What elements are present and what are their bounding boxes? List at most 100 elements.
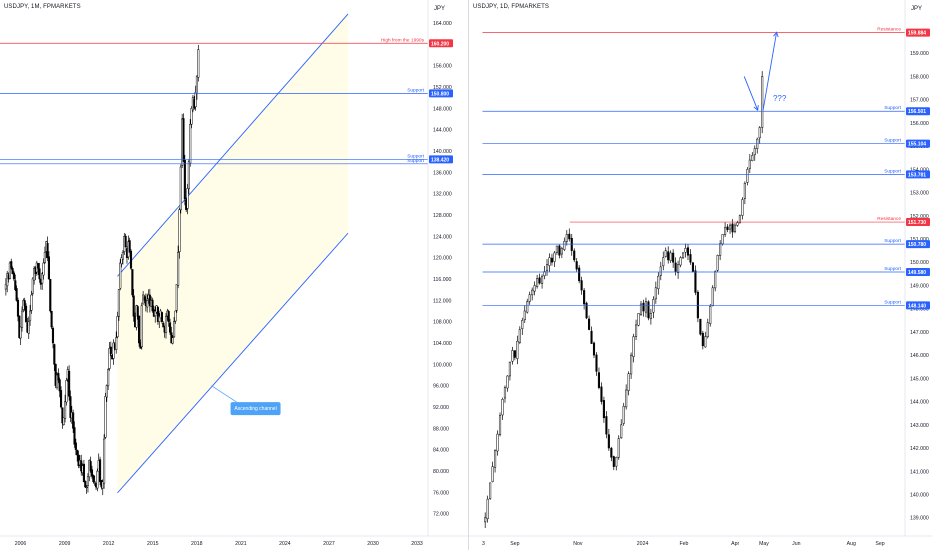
price-tag-label: 160.200 [431, 41, 449, 47]
candle-bear [37, 263, 40, 269]
price-tag [906, 301, 930, 310]
x-tick-label: 2018 [191, 541, 203, 547]
candle-bear [84, 480, 87, 488]
candle-bear [89, 461, 92, 472]
channel-upper-line [117, 13, 349, 277]
candle-bull [565, 234, 568, 242]
candle-bear [72, 412, 75, 429]
candle-bull [615, 457, 618, 467]
y-tick-label: 120.000 [433, 256, 452, 262]
candle-bull [721, 234, 724, 245]
candle-bear [588, 318, 591, 330]
candle-bull [632, 336, 635, 357]
candle-bull [96, 470, 99, 489]
candle-bear [59, 390, 63, 408]
candle-bull [503, 387, 507, 399]
candle-bull [743, 183, 746, 199]
candle-bull [531, 289, 534, 296]
level-name: Support [884, 266, 901, 272]
candle-bull [486, 498, 489, 520]
candle-bull [555, 245, 558, 253]
candle-bull [545, 264, 549, 272]
candle-bear [610, 447, 613, 458]
monthly-chart-canvas[interactable]: JPY164.000160.000156.000152.000148.00014… [0, 0, 468, 550]
candle-bull [753, 148, 756, 156]
candle-bear [136, 306, 139, 317]
candle-bull [164, 316, 168, 333]
y-tick-label: 141.000 [910, 469, 929, 475]
y-tick-label: 152.000 [910, 214, 929, 220]
candle-bull [617, 438, 620, 458]
candle-bull [491, 466, 494, 482]
y-tick-label: 76.000 [433, 490, 449, 496]
y-tick-label: 148.000 [433, 106, 452, 112]
candle-bull [553, 252, 556, 262]
daily-chart-title: USDJPY, 1D, FPMARKETS [473, 4, 550, 10]
candle-bear [151, 299, 154, 312]
candle-bear [167, 311, 170, 322]
candle-bull [62, 417, 65, 425]
candle-bull [630, 354, 633, 375]
candle-bull [728, 224, 732, 230]
candle-bull [501, 399, 504, 416]
candle-bull [637, 313, 640, 326]
candle-bear [38, 268, 41, 280]
price-tag [906, 170, 930, 179]
price-tag [429, 155, 453, 164]
candle-bear [694, 270, 697, 293]
candle-bull [523, 310, 526, 321]
y-tick-label: 108.000 [433, 320, 452, 326]
x-tick-label: May [759, 541, 769, 547]
candle-bear [602, 400, 605, 419]
candle-bull [733, 224, 737, 232]
candle-bull [662, 257, 665, 267]
projection-arrow [743, 76, 759, 111]
candle-bear [131, 269, 134, 296]
candle-bull [669, 252, 672, 261]
candle-bull [189, 124, 192, 164]
daily-chart-panel[interactable]: USDJPY, 1D, FPMARKETS JPY 159.000 158.000 1… [468, 0, 932, 550]
candle-bull [65, 380, 68, 403]
candle-bull [6, 273, 9, 287]
candle-bull [664, 250, 667, 257]
price-tag [906, 139, 930, 148]
candle-bull [649, 313, 652, 320]
candle-bull [684, 248, 687, 253]
candle-bull [104, 396, 107, 438]
candle-bull [657, 275, 660, 290]
y-tick-label: 116.000 [433, 277, 451, 283]
candle-bull [197, 49, 200, 78]
candle-bear [51, 327, 55, 344]
y-tick-label: 96.000 [433, 384, 449, 390]
price-tag-label: 153.781 [908, 172, 926, 178]
candle-bull [543, 271, 546, 277]
candle-bear [168, 322, 172, 333]
callout-pointer [211, 385, 237, 403]
price-tag [906, 267, 930, 276]
candle-bear [129, 250, 133, 269]
candle-bear [607, 434, 610, 449]
candle-bull [704, 336, 707, 348]
candle-bull [758, 127, 761, 139]
candle-bull [560, 248, 563, 255]
candle-bull [117, 289, 120, 317]
candle-bull [41, 273, 44, 284]
candle-bear [143, 296, 146, 301]
y-tick-label: 158.000 [910, 74, 929, 80]
price-tag [906, 28, 930, 37]
candle-bear [90, 469, 94, 477]
candle-bull [154, 310, 157, 317]
y-tick-label: 147.000 [910, 330, 929, 336]
candle-bear [25, 305, 28, 322]
price-tag-label: 159.884 [908, 31, 926, 37]
daily-chart-canvas[interactable]: JPY159.000158.000157.000156.000155.00015… [469, 0, 932, 550]
x-tick-label: Jun [792, 541, 800, 547]
x-tick-label: Aug [847, 541, 856, 547]
candle-bear [183, 159, 186, 200]
monthly-chart-panel[interactable]: USDJPY, 1M, FPMARKETS JPY164.000160.0001… [0, 0, 468, 550]
candle-bull [171, 337, 174, 344]
candle-bull [93, 481, 96, 483]
x-tick-label: 2012 [103, 541, 115, 547]
candle-bull [516, 340, 519, 359]
axis-unit-label: JPY [911, 6, 922, 12]
